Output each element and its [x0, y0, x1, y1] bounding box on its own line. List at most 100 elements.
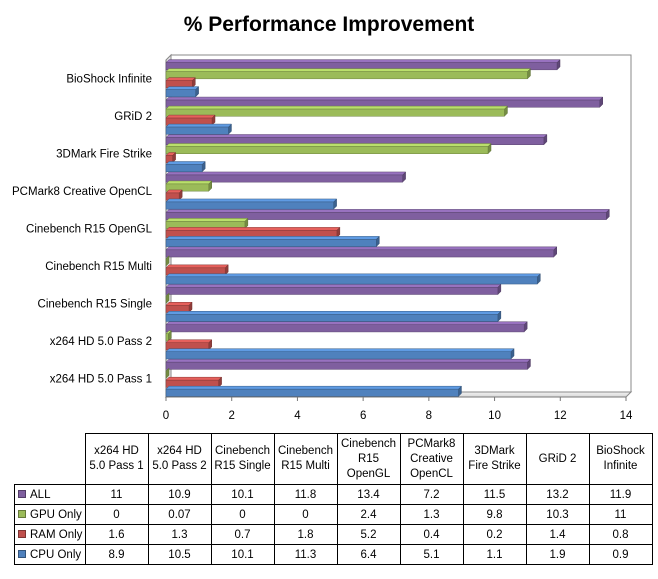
- x-tick-label: 10: [488, 410, 501, 422]
- legend-swatch: [18, 510, 26, 519]
- table-cell: 6.4: [336, 544, 401, 565]
- table-row: RAM Only 1.6 1.3 0.7 1.8 5.2 0.4 0.2 1.4 0.8: [14, 524, 653, 545]
- table-cell: 0.4: [399, 524, 464, 545]
- table-column-header: x264 HD 5.0 Pass 1: [84, 433, 149, 485]
- bar-cpu-only: [165, 235, 380, 248]
- category-label: Cinebench R15 Single: [38, 298, 152, 310]
- x-tick-label: 6: [360, 410, 366, 422]
- category-label: Cinebench R15 Multi: [45, 261, 152, 273]
- table-cell: 10.5: [147, 544, 212, 565]
- table-cell: 1.4: [525, 524, 590, 545]
- table-cell: 13.2: [525, 484, 590, 505]
- bar-gpu-only: [165, 105, 509, 117]
- table-column-header: x264 HD 5.0 Pass 2: [147, 433, 212, 485]
- bar-ram-only: [165, 77, 196, 89]
- x-tick-label: 4: [294, 410, 301, 422]
- category-label: BioShock Infinite: [66, 74, 152, 86]
- table-column-header: Cinebench R15 Single: [210, 433, 275, 485]
- table-cell: 1.3: [147, 524, 212, 545]
- table-cell: 10.9: [147, 484, 212, 505]
- table-column-header: Cinebench R15 Multi: [273, 433, 338, 485]
- series-name: GPU Only: [30, 508, 82, 521]
- table-cell: 2.4: [336, 504, 401, 525]
- legend-key: ALL: [14, 484, 86, 505]
- bar-ram-only: [165, 264, 229, 276]
- table-cell: 0.7: [210, 524, 275, 545]
- category-label: x264 HD 5.0 Pass 2: [50, 336, 152, 348]
- bar-all: [165, 283, 502, 296]
- bar-gpu-only: [165, 255, 170, 267]
- bar-ram-only: [165, 301, 193, 314]
- bar-chart: % Performance Improvement x264 HD 5.0 Pa…: [12, 13, 633, 422]
- category-label: GRiD 2: [114, 111, 152, 123]
- table-cell: 10.1: [210, 484, 275, 505]
- table-column-header: Cinebench R15 OpenGL: [336, 433, 401, 485]
- table-cell: 8.9: [84, 544, 149, 565]
- series-name: ALL: [30, 488, 51, 501]
- table-column-header: BioShock Infinite: [588, 433, 653, 485]
- category-label: PCMark8 Creative OpenCL: [12, 186, 153, 198]
- bar-all: [165, 59, 561, 71]
- table-cell: 0: [84, 504, 149, 525]
- bar-cpu-only: [165, 385, 463, 397]
- category-labels: x264 HD 5.0 Pass 1 x264 HD 5.0 Pass 2 Cine…: [12, 74, 153, 386]
- table-column-header: PCMark8 Creative OpenCL: [399, 433, 464, 485]
- bar-gpu-only: [165, 142, 492, 155]
- table-cell: 0.9: [588, 544, 653, 565]
- table-cell: 5.1: [399, 544, 464, 565]
- bar-ram-only: [165, 339, 213, 351]
- table-cell: 1.8: [273, 524, 338, 545]
- series-name: RAM Only: [30, 528, 83, 541]
- legend-key: RAM Only: [14, 524, 86, 545]
- table-cell: 1.9: [525, 544, 590, 565]
- bar-gpu-only: [165, 68, 532, 80]
- legend-swatch: [18, 530, 26, 539]
- x-tick-label: 2: [229, 410, 235, 422]
- table-cell: 1.3: [399, 504, 464, 525]
- x-tick-label: 0: [163, 410, 169, 422]
- x-tick-label: 14: [620, 410, 633, 422]
- x-tick-labels: 0 2 4 6 8 10 12 14: [163, 410, 633, 422]
- bar-all: [165, 96, 604, 108]
- bar-gpu-only: [165, 330, 172, 342]
- table-cell: 0.8: [588, 524, 653, 545]
- table-cell: 11.8: [273, 484, 338, 505]
- legend-key: GPU Only: [14, 504, 86, 525]
- table-corner-cell: [14, 433, 86, 485]
- legend-swatch: [18, 490, 26, 499]
- bar-gpu-only: [165, 217, 249, 230]
- category-label: x264 HD 5.0 Pass 1: [50, 373, 152, 385]
- bar-cpu-only: [165, 198, 338, 210]
- bar-all: [165, 246, 558, 258]
- table-cell: 11.3: [273, 544, 338, 565]
- bar-all: [165, 321, 528, 333]
- table-cell: 0.07: [147, 504, 212, 525]
- series-name: CPU Only: [30, 548, 82, 561]
- bar-gpu-only: [165, 292, 170, 305]
- table-cell: 10.1: [210, 544, 275, 565]
- bar-cpu-only: [165, 123, 233, 135]
- table-row: GPU Only 0 0.07 0 0 2.4 1.3 9.8 10.3 11: [14, 504, 653, 525]
- bar-all: [165, 133, 548, 146]
- table-cell: 0: [273, 504, 338, 525]
- table-cell: 10.3: [525, 504, 590, 525]
- table-cell: 1.1: [462, 544, 527, 565]
- bar-ram-only: [165, 114, 216, 126]
- category-label: 3DMark Fire Strike: [56, 149, 152, 161]
- bar-gpu-only: [165, 367, 170, 379]
- table-column-header: 3DMark Fire Strike: [462, 433, 527, 485]
- bar-gpu-only: [165, 180, 213, 192]
- legend-swatch: [18, 550, 26, 559]
- table-cell: 13.4: [336, 484, 401, 505]
- bar-all: [165, 358, 532, 370]
- data-table: x264 HD 5.0 Pass 1 x264 HD 5.0 Pass 2 Cine…: [14, 433, 653, 565]
- table-cell: 11: [588, 504, 653, 525]
- table-header-row: x264 HD 5.0 Pass 1 x264 HD 5.0 Pass 2 Cine…: [14, 433, 653, 485]
- bar-cpu-only: [165, 310, 502, 323]
- bar-all: [165, 208, 610, 221]
- table-cell: 11: [84, 484, 149, 505]
- table-row: ALL 11 10.9 10.1 11.8 13.4 7.2 11.5 13.2 11.9: [14, 484, 653, 505]
- table-cell: 11.9: [588, 484, 653, 505]
- x-tick-label: 12: [554, 410, 567, 422]
